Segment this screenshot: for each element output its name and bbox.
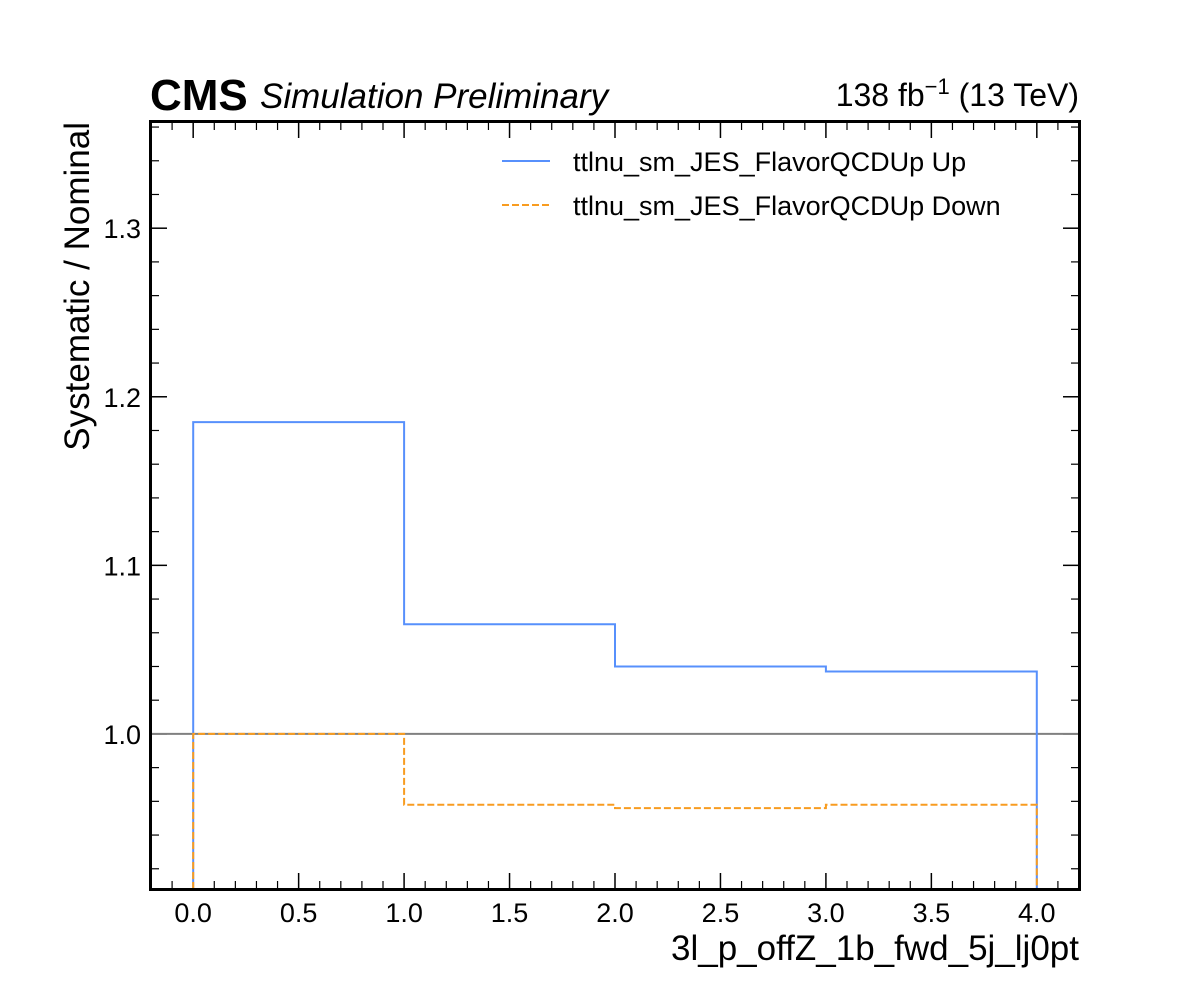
y-tick-label: 1.0 <box>103 720 141 750</box>
y-axis-label: Systematic / Nominal <box>58 122 97 451</box>
x-tick-label: 0.0 <box>174 898 212 928</box>
axis-ticks: 0.0 0.5 1.0 1.5 2.0 2.5 3.0 3.5 4.0 1.0 1.1 1.2 1.3 <box>103 122 1079 928</box>
series-step-line-down <box>192 732 1038 889</box>
x-tick-label: 3.5 <box>913 898 951 928</box>
legend: ttlnu_sm_JES_FlavorQCDUp Up ttlnu_sm_JES_… <box>502 147 1001 221</box>
x-tick-label: 3.0 <box>807 898 845 928</box>
x-axis-label: 3l_p_offZ_1b_fwd_5j_lj0pt <box>671 929 1079 968</box>
legend-entry-label: ttlnu_sm_JES_FlavorQCDUp Down <box>573 191 1001 221</box>
y-tick-label: 1.2 <box>103 383 141 413</box>
x-tick-label: 1.5 <box>491 898 529 928</box>
y-tick-label: 1.3 <box>103 214 141 244</box>
legend-entry-label: ttlnu_sm_JES_FlavorQCDUp Up <box>573 147 966 177</box>
x-tick-label: 2.0 <box>596 898 634 928</box>
cms-label: CMS <box>150 71 248 120</box>
x-tick-label: 0.5 <box>280 898 318 928</box>
lumi-label: 138 fb−1 (13 TeV) <box>836 74 1079 113</box>
series-step-line-up <box>192 421 1038 889</box>
y-tick-label: 1.1 <box>103 551 141 581</box>
x-tick-label: 4.0 <box>1018 898 1056 928</box>
simulation-label: Simulation Preliminary <box>260 77 611 116</box>
plot-frame <box>149 120 1081 891</box>
x-tick-label: 1.0 <box>385 898 423 928</box>
series-layer <box>151 421 1079 889</box>
x-tick-label: 2.5 <box>702 898 740 928</box>
